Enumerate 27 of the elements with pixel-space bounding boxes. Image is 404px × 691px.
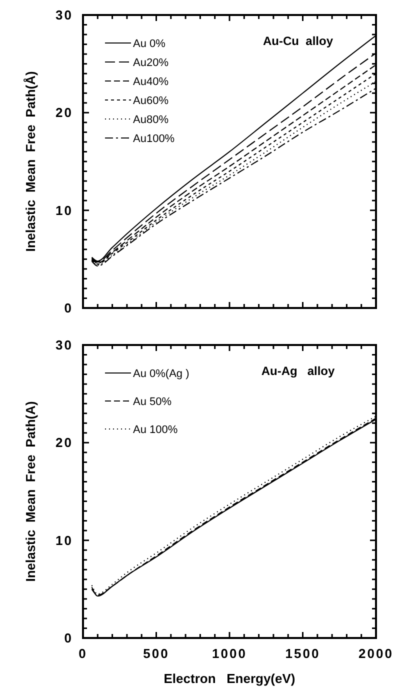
x-tick-label: 0 [78, 646, 88, 661]
legend-label: Au80% [133, 114, 169, 126]
y-tick-label: 30 [56, 338, 73, 353]
y-tick-label: 0 [64, 300, 73, 316]
text: Au-Cu alloy [262, 34, 334, 48]
y-tick-label: 30 [56, 8, 73, 23]
legend-label: Au 0% [133, 38, 166, 50]
legend-label: Au 100% [133, 424, 178, 436]
x-tick-label: 500 [143, 646, 170, 661]
y-tick-label: 10 [56, 532, 73, 548]
legend-label: Au 0%(Ag ) [133, 368, 190, 380]
x-tick-label: 1000 [212, 646, 247, 661]
legend-label: Au100% [133, 132, 175, 145]
y-tick-label: 20 [56, 105, 73, 120]
y-tick-label: 20 [56, 435, 73, 450]
x-axis-title: Electron Energy(eV) [164, 671, 296, 686]
x-tick-label: 2000 [358, 646, 394, 661]
y-tick-label: 0 [64, 630, 73, 646]
y-tick-label: 10 [56, 202, 73, 218]
legend-label: Au60% [133, 94, 169, 107]
legend-label: Au 50% [133, 396, 172, 408]
legend-label: Au20% [133, 56, 169, 69]
text: Au-Ag alloy [261, 364, 335, 378]
y-axis-title: Inelastic Mean Free Path(A) [23, 401, 38, 582]
legend-label: Au40% [133, 76, 169, 88]
y-axis-title: Inelastic Mean Free Path(Å) [23, 71, 38, 252]
x-tick-label: 1500 [285, 646, 320, 661]
